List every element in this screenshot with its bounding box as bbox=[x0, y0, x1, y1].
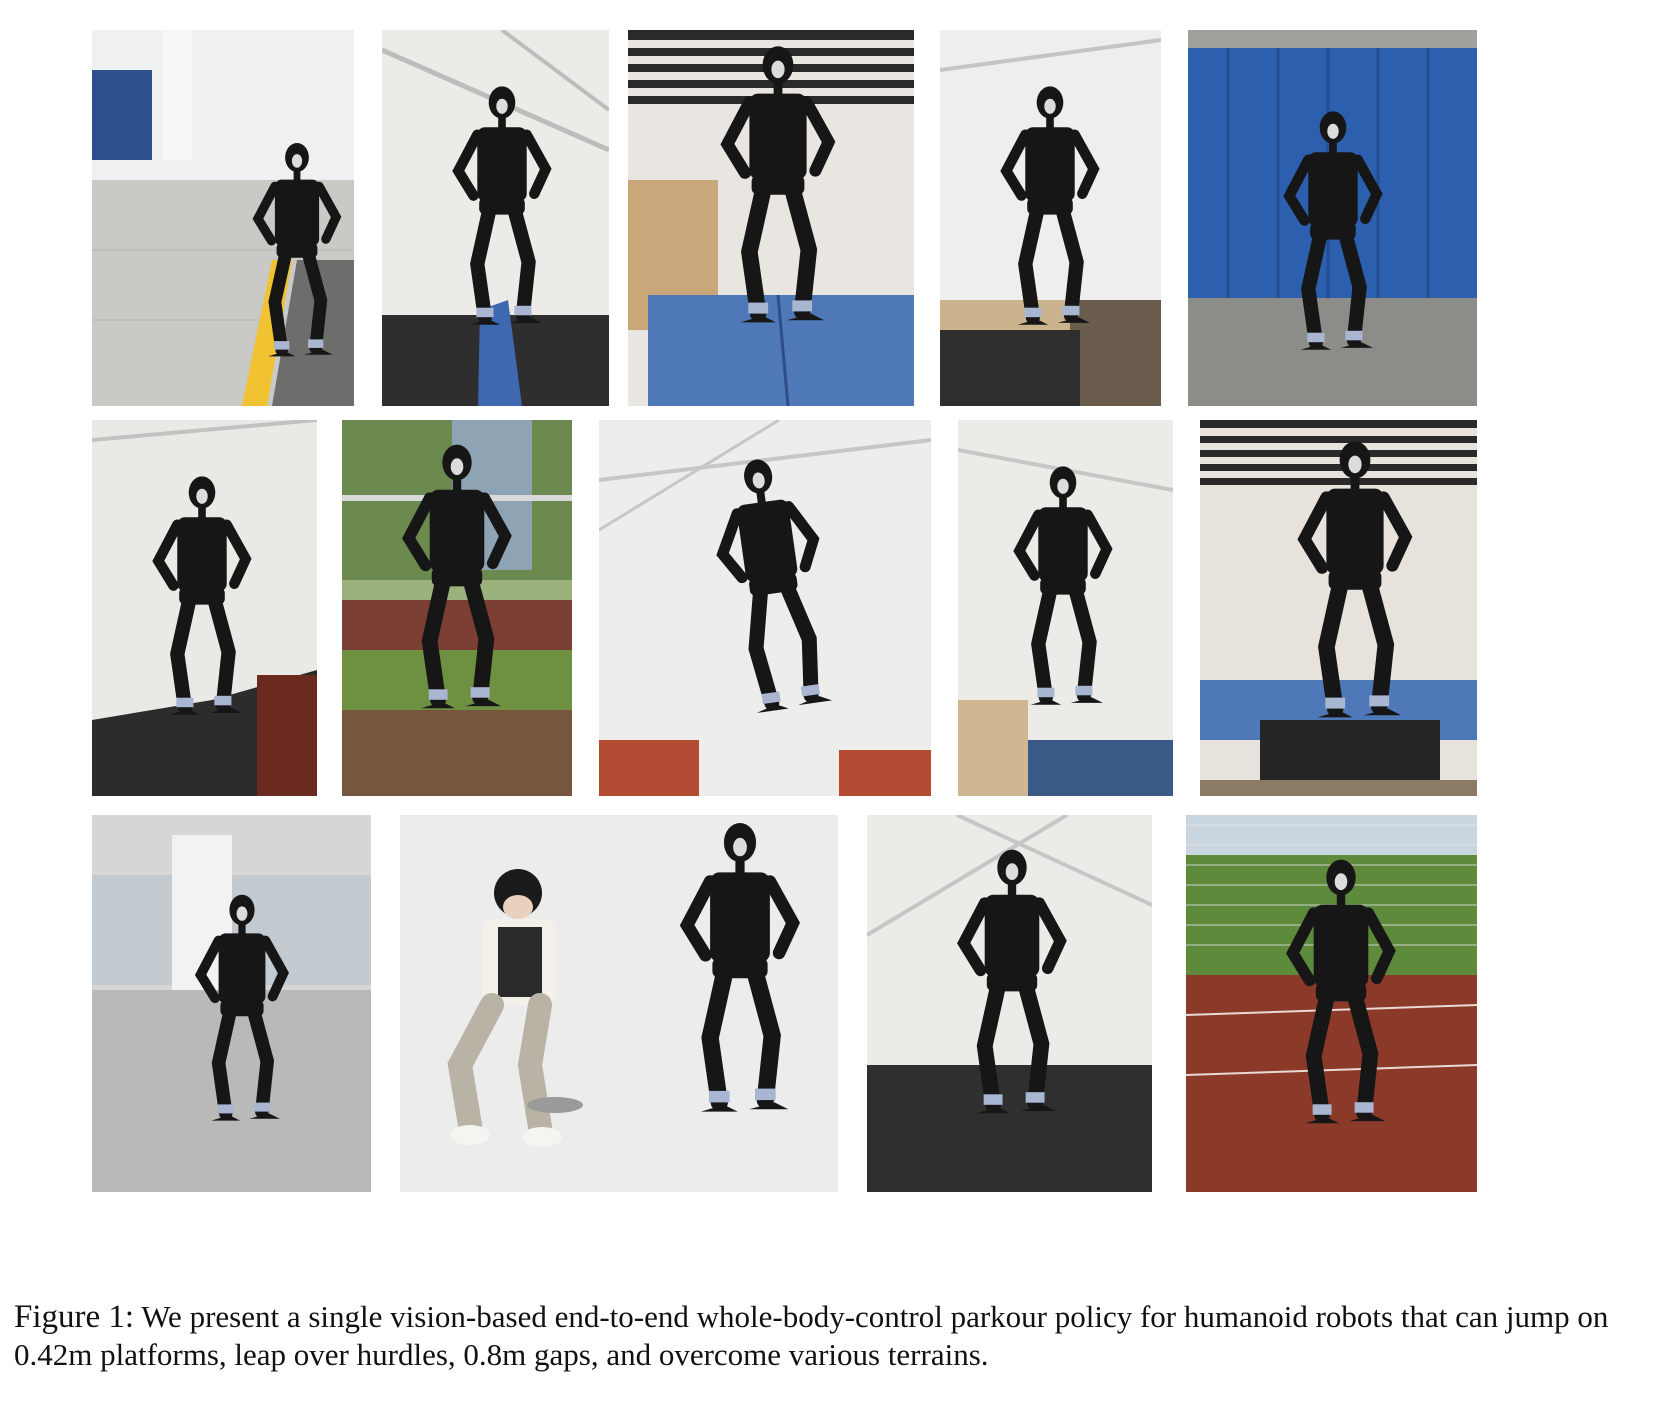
photo-indoor-slope bbox=[92, 420, 317, 796]
photo-outdoor-pavement bbox=[92, 30, 354, 406]
photo-indoor-step-down bbox=[958, 420, 1173, 796]
photo-indoor-hurdle bbox=[382, 30, 609, 406]
photo-indoor-gap-leap bbox=[599, 420, 931, 796]
photo-indoor-box-jump bbox=[628, 30, 914, 406]
photo-sports-track bbox=[1186, 815, 1477, 1192]
photo-indoor-box-climb bbox=[1200, 420, 1477, 796]
photo-office-hall bbox=[92, 815, 371, 1192]
figure-caption-text: We present a single vision-based end-to-… bbox=[14, 1299, 1609, 1372]
photo-outdoor-bar bbox=[342, 420, 572, 796]
photo-teleop-studio bbox=[400, 815, 838, 1192]
photo-blue-wall bbox=[1188, 30, 1477, 406]
photo-indoor-stride bbox=[867, 815, 1152, 1192]
figure-label: Figure 1: bbox=[14, 1299, 135, 1335]
photo-indoor-step bbox=[940, 30, 1161, 406]
figure-caption: Figure 1: We present a single vision-bas… bbox=[14, 1298, 1664, 1374]
